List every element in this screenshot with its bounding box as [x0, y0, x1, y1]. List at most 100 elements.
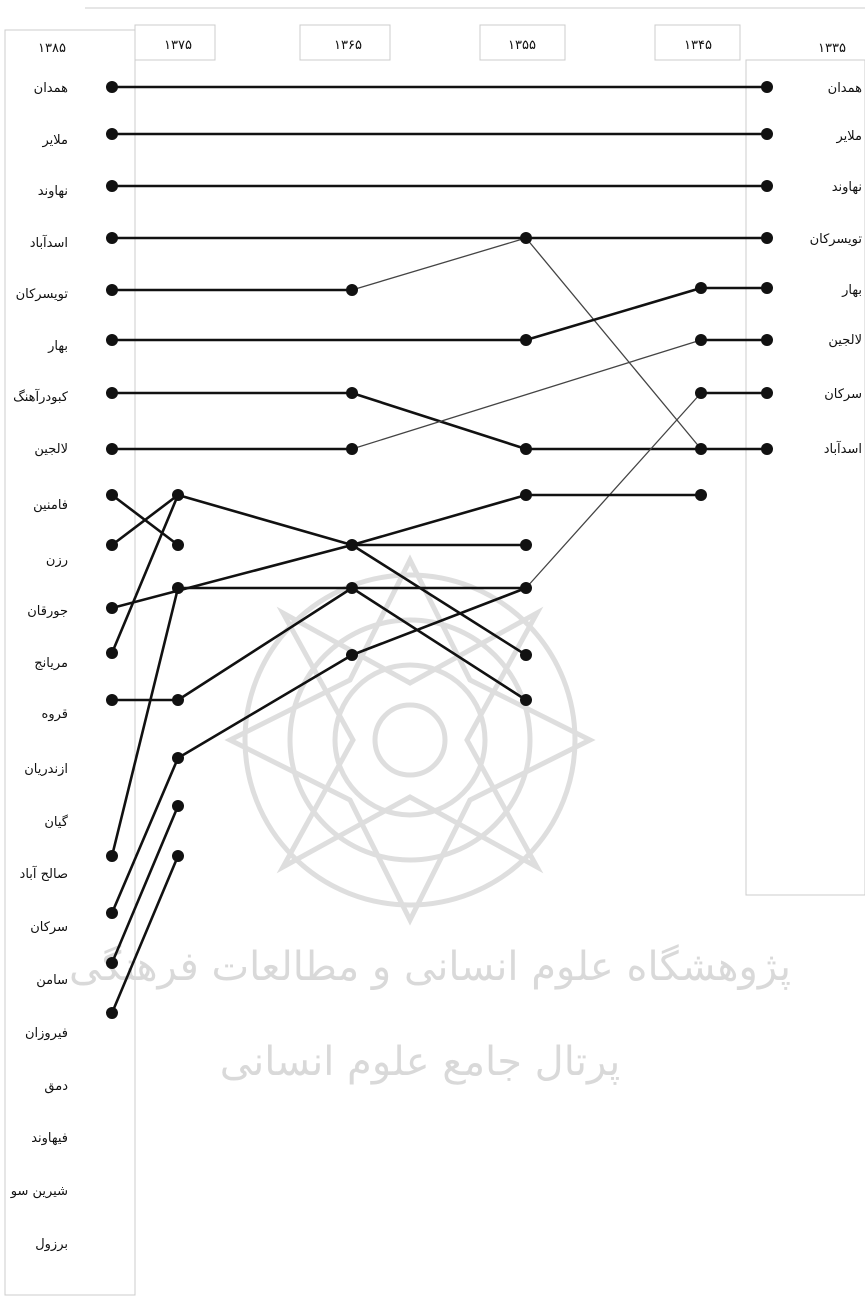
left-name: فامنین [33, 498, 68, 513]
right-name: بهار [841, 283, 862, 298]
left-name: لالجین [34, 442, 68, 457]
right-name: اسدآباد [824, 440, 862, 457]
node-dot [761, 443, 773, 455]
node-dot [761, 387, 773, 399]
right-name: تویسرکان [810, 232, 863, 247]
left-name: فیروزان [25, 1026, 68, 1041]
node-dot [520, 539, 532, 551]
node-dot [106, 694, 118, 706]
year-label-1365: ۱۳۶۵ [334, 38, 362, 53]
node-dot [346, 582, 358, 594]
connector [110, 543, 354, 610]
left-name: جورقان [27, 604, 68, 619]
left-name: تویسرکان [16, 287, 69, 302]
node-dot [106, 128, 118, 140]
node-dot [346, 539, 358, 551]
node-dot [520, 489, 532, 501]
watermark-logo [224, 554, 596, 926]
node-dot [172, 582, 184, 594]
node-dot [172, 752, 184, 764]
left-name: اسدآباد [30, 234, 68, 251]
node-dot [346, 387, 358, 399]
node-dot [172, 800, 184, 812]
node-dot [106, 180, 118, 192]
watermark-text-2: پرتال جامع علوم انسانی [220, 1039, 621, 1085]
year-label-1355: ۱۳۵۵ [508, 38, 536, 53]
right-name: همدان [828, 81, 862, 96]
left-name: صالح آباد [20, 865, 68, 882]
left-name: قروه [42, 707, 68, 722]
left-name: رزن [46, 553, 68, 568]
connector [351, 339, 702, 450]
connector [110, 804, 180, 965]
node-dot [695, 282, 707, 294]
node-dot [106, 443, 118, 455]
node-dot [106, 284, 118, 296]
left-name: فیهاوند [31, 1131, 68, 1146]
node-dot [346, 284, 358, 296]
year-label-1345: ۱۳۴۵ [684, 38, 712, 53]
left-name: همدان [34, 81, 68, 96]
node-dot [106, 232, 118, 244]
left-name: گیان [44, 814, 68, 830]
node-dot [106, 387, 118, 399]
node-dot [346, 443, 358, 455]
node-dot [695, 334, 707, 346]
node-dot [172, 489, 184, 501]
frames [4, 7, 865, 1296]
node-dot [106, 647, 118, 659]
node-dot [695, 489, 707, 501]
node-dot [172, 850, 184, 862]
left-name: ازندریان [24, 762, 68, 777]
right-column-box [745, 59, 865, 896]
right-name: سرکان [824, 387, 862, 402]
connector [110, 493, 180, 547]
connector [525, 392, 702, 589]
connector [176, 653, 354, 760]
connector [350, 493, 528, 547]
year-box-1355 [479, 24, 566, 61]
year-headers: ۱۳۸۵ ۱۳۷۵ ۱۳۶۵ ۱۳۵۵ ۱۳۴۵ ۱۳۳۵ [38, 38, 846, 56]
left-name: سرکان [30, 920, 68, 935]
left-name: برزول [35, 1237, 68, 1252]
node-dot [761, 128, 773, 140]
year-box-1365 [299, 24, 391, 61]
node-dot [761, 334, 773, 346]
left-column-box [4, 29, 136, 1296]
node-dot [106, 1007, 118, 1019]
connector [350, 543, 528, 657]
node-dot [761, 232, 773, 244]
node-dot [520, 334, 532, 346]
connection-lines [110, 85, 769, 1015]
connector [351, 237, 527, 291]
right-names: همدان ملایر نهاوند تویسرکان بهار لالجین … [810, 81, 863, 457]
right-name: لالجین [828, 333, 862, 348]
node-dot [761, 180, 773, 192]
left-name: کبودرآهنگ [13, 388, 69, 405]
left-names: همدان ملایر نهاوند اسدآباد تویسرکان بهار… [10, 81, 69, 1252]
year-box-1375 [134, 24, 216, 61]
node-dot [106, 489, 118, 501]
node-dot [520, 443, 532, 455]
node-dot [172, 694, 184, 706]
connector [350, 586, 528, 702]
node-dot [106, 334, 118, 346]
connector [176, 493, 354, 547]
connector [110, 586, 180, 858]
connector [110, 493, 180, 655]
node-dot [761, 282, 773, 294]
node-dot [520, 232, 532, 244]
year-label-1385: ۱۳۸۵ [38, 41, 66, 56]
connector [176, 586, 354, 702]
node-dot [346, 649, 358, 661]
node-dot [695, 443, 707, 455]
connector [524, 286, 703, 342]
right-name: نهاوند [832, 180, 862, 195]
connector [350, 391, 528, 451]
node-dot [106, 81, 118, 93]
left-name: شیرین سو [10, 1184, 68, 1199]
left-name: بهار [47, 339, 68, 354]
node-dot [520, 649, 532, 661]
node-dot [106, 957, 118, 969]
